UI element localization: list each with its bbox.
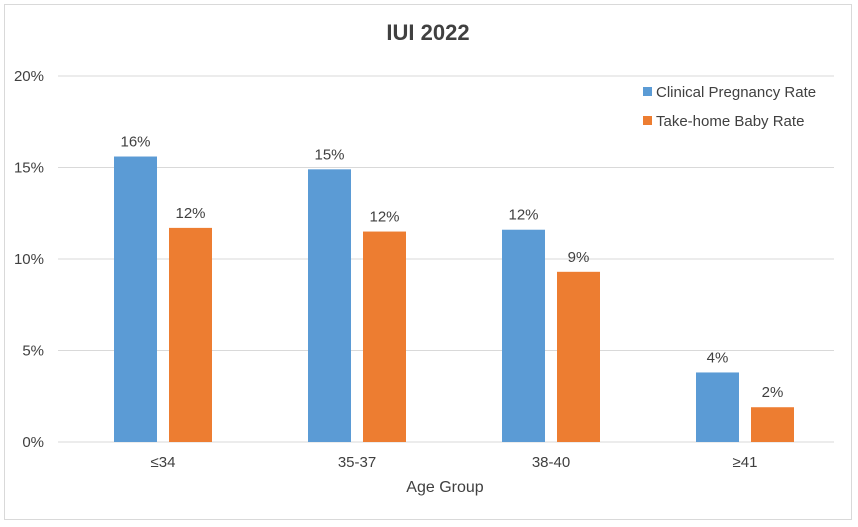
bar-clinical-pregnancy <box>114 156 157 442</box>
legend-swatch <box>643 87 652 96</box>
legend-label: Clinical Pregnancy Rate <box>656 84 816 101</box>
y-tick-label: 0% <box>22 434 44 451</box>
x-tick-label: ≤34 <box>151 454 176 471</box>
y-tick-label: 10% <box>14 251 44 268</box>
bar-take-home-baby <box>363 231 406 442</box>
bar-take-home-baby <box>557 271 600 442</box>
bar-take-home-baby <box>169 227 212 442</box>
data-label: 15% <box>314 146 344 163</box>
data-label: 12% <box>369 209 399 226</box>
bar-take-home-baby <box>751 407 794 442</box>
legend-swatch <box>643 116 652 125</box>
data-label: 16% <box>120 134 150 151</box>
x-tick-label: ≥41 <box>733 454 758 471</box>
bar-clinical-pregnancy <box>308 169 351 442</box>
data-labels: 16% 12% 15% 12% 12% 9% 4% 2% <box>120 134 783 402</box>
x-axis-title: Age Group <box>406 479 483 496</box>
y-tick-label: 15% <box>14 160 44 177</box>
chart-title: IUI 2022 <box>386 20 469 45</box>
y-axis-ticks: 0% 5% 10% 15% 20% <box>14 68 44 451</box>
legend: Clinical Pregnancy Rate Take-home Baby Ra… <box>643 84 816 130</box>
data-label: 12% <box>175 205 205 222</box>
x-axis-ticks: ≤34 35-37 38-40 ≥41 <box>151 454 758 471</box>
bars <box>114 156 794 442</box>
x-tick-label: 38-40 <box>532 454 570 471</box>
y-tick-label: 20% <box>14 68 44 85</box>
data-label: 9% <box>568 249 590 266</box>
legend-label: Take-home Baby Rate <box>656 113 804 130</box>
data-label: 4% <box>707 349 729 366</box>
data-label: 12% <box>508 207 538 224</box>
data-label: 2% <box>762 384 784 401</box>
bar-clinical-pregnancy <box>696 372 739 442</box>
x-tick-label: 35-37 <box>338 454 376 471</box>
bar-clinical-pregnancy <box>502 229 545 442</box>
y-tick-label: 5% <box>22 343 44 360</box>
